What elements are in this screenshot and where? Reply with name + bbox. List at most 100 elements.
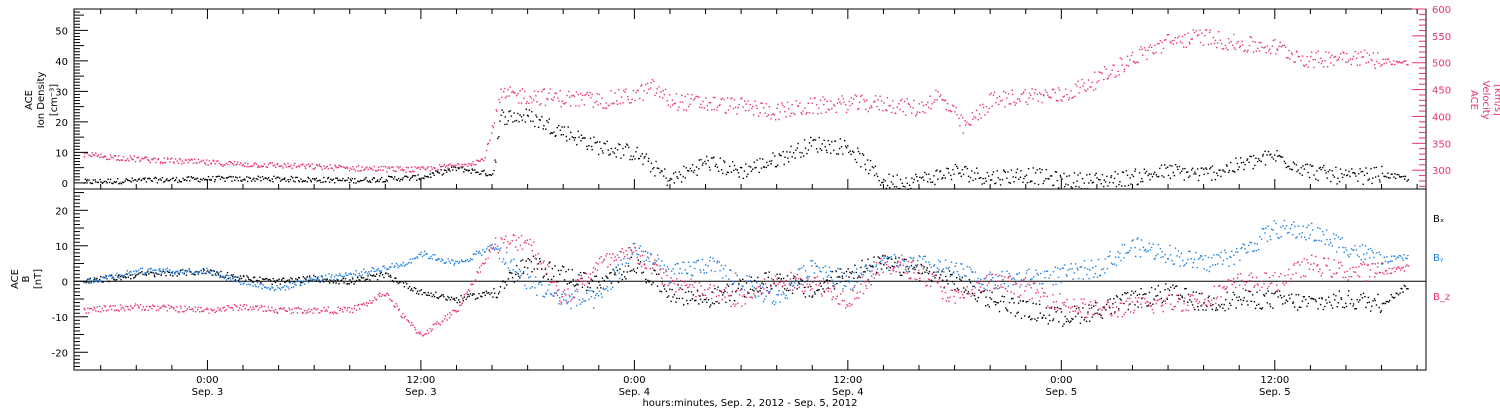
by-series-point	[413, 257, 416, 260]
velocity-series-point	[146, 156, 148, 159]
by-series-point	[399, 265, 401, 267]
ion-density-series-point	[300, 178, 302, 180]
bx-series-point	[354, 281, 356, 283]
by-series-point	[1117, 251, 1119, 253]
bz-series-point	[132, 307, 134, 309]
bx-series-point	[496, 296, 498, 299]
bx-series-point	[925, 269, 928, 271]
ion-density-series-point	[696, 174, 698, 176]
velocity-series-point	[978, 113, 981, 115]
by-series-point	[864, 266, 866, 268]
bx-series-point	[167, 271, 170, 273]
by-series-point	[779, 301, 781, 303]
bx-series-point	[891, 265, 893, 268]
bx-series-point	[329, 282, 331, 284]
by-series-point	[550, 293, 553, 296]
bx-series-point	[1407, 288, 1409, 290]
bx-series-point	[878, 257, 881, 259]
by-series-point	[1106, 268, 1109, 270]
by-series-point	[621, 263, 623, 265]
bx-series-point	[1276, 290, 1278, 293]
ion-density-series-point	[1302, 165, 1304, 167]
bx-series-point	[711, 291, 713, 293]
ion-density-series-point	[1148, 173, 1150, 175]
by-series-point	[475, 250, 478, 252]
bx-series-point	[577, 284, 579, 286]
ion-density-series-point	[1403, 175, 1405, 178]
by-series-point	[690, 274, 693, 276]
by-series-point	[1263, 228, 1265, 230]
velocity-series-point	[805, 113, 807, 115]
bx-series-point	[478, 293, 480, 295]
velocity-series-point	[672, 104, 674, 106]
by-series-point	[1003, 283, 1006, 285]
by-series-point	[1101, 268, 1103, 271]
velocity-series-point	[610, 90, 612, 92]
bx-series-point	[1201, 292, 1203, 295]
bx-series-point	[189, 271, 191, 273]
bz-series-point	[610, 257, 612, 259]
velocity-series-point	[992, 94, 995, 96]
ion-density-series-point	[636, 146, 638, 149]
by-series-point	[925, 261, 927, 263]
ion-density-series-point	[250, 180, 253, 182]
velocity-series-point	[1336, 59, 1338, 62]
bx-series-point	[884, 255, 886, 257]
bx-series-point	[293, 281, 296, 283]
bx-series-point	[983, 290, 985, 292]
by-series-point	[1217, 263, 1219, 265]
velocity-series-point	[273, 164, 276, 166]
velocity-series-point	[83, 156, 86, 158]
by-series-point	[242, 283, 244, 285]
velocity-series-point	[729, 105, 731, 107]
by-series-point	[174, 271, 177, 274]
ion-density-series-point	[795, 149, 797, 151]
bx-series-point	[353, 283, 355, 285]
velocity-series-point	[524, 90, 526, 93]
ion-density-series-point	[1362, 183, 1364, 185]
ion-density-series-point	[257, 175, 259, 177]
ion-density-series-point	[1257, 158, 1260, 160]
velocity-series-point	[1193, 31, 1196, 34]
ion-density-series-point	[1083, 182, 1085, 184]
bx-series-point	[851, 271, 853, 273]
ion-density-series-point	[144, 177, 146, 179]
ion-density-series-point	[837, 153, 840, 155]
bx-series-point	[1133, 292, 1135, 294]
ion-density-series-point	[433, 174, 435, 176]
velocity-series-point	[642, 99, 644, 101]
by-series-point	[386, 268, 388, 270]
by-series-point	[1126, 252, 1129, 254]
velocity-series-point	[1257, 47, 1259, 50]
bz-series-point	[282, 308, 284, 310]
bx-series-point	[502, 280, 504, 282]
bx-series-point	[1168, 289, 1171, 291]
bx-series-point	[976, 300, 978, 302]
bx-series-point	[97, 281, 99, 283]
velocity-series-point	[1239, 45, 1242, 47]
ion-density-series-point	[893, 186, 896, 188]
velocity-series-point	[1301, 55, 1304, 57]
velocity-series-point	[181, 160, 184, 162]
velocity-series-point	[627, 95, 629, 98]
bx-series-point	[440, 295, 442, 297]
by-series-point	[1182, 259, 1184, 262]
velocity-series-point	[88, 154, 90, 156]
velocity-series-point	[851, 103, 853, 105]
ion-density-series-point	[1184, 167, 1186, 170]
bx-series-point	[452, 298, 454, 300]
bx-series-point	[1218, 304, 1220, 306]
bx-series-point	[551, 267, 554, 270]
ion-density-series-point	[290, 175, 293, 178]
ion-density-series-point	[588, 145, 590, 147]
velocity-series-point	[967, 123, 970, 125]
by-series-point	[938, 268, 940, 271]
velocity-series-point	[1074, 83, 1077, 85]
ion-density-series-point	[1137, 183, 1139, 185]
velocity-series-point	[331, 167, 333, 169]
by-series-point	[1216, 254, 1218, 256]
ion-density-series-point	[1281, 156, 1284, 158]
velocity-series-point	[491, 125, 494, 127]
velocity-series-point	[1098, 80, 1100, 82]
ion-density-series-point	[989, 179, 992, 181]
